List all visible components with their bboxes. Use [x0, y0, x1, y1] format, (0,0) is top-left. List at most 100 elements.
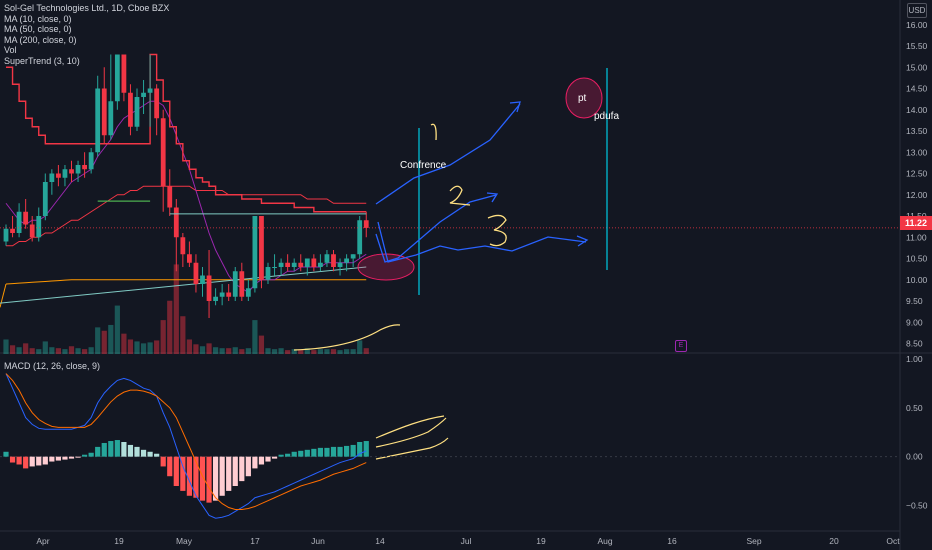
time-tick-label: 17	[250, 536, 260, 546]
legend-ma200[interactable]: MA (200, close, 0)	[4, 34, 77, 45]
macd-histogram-bar	[357, 442, 363, 457]
earnings-badge[interactable]: E	[675, 340, 687, 352]
macd-histogram-bar	[75, 456, 81, 458]
volume-bar	[219, 348, 225, 354]
candle-body	[10, 228, 15, 233]
volume-bar	[140, 343, 147, 354]
macd-histogram-bar	[62, 456, 68, 460]
volume-bar	[121, 333, 127, 354]
candle-body	[285, 262, 291, 267]
drawing-volume-curve	[293, 324, 401, 351]
candle-body	[23, 211, 29, 225]
macd-histogram-bar	[193, 456, 199, 498]
candle-body	[200, 275, 205, 284]
candle-body	[114, 54, 120, 102]
supertrend-line	[6, 53, 367, 213]
time-tick-label: Apr	[36, 536, 49, 546]
volume-bar	[173, 264, 179, 354]
legend-vol[interactable]: Vol	[4, 45, 17, 56]
candle-body	[62, 169, 68, 178]
time-tick-label: Oct	[886, 536, 900, 546]
drawing-macd-curve-2	[375, 417, 447, 448]
candle-body	[134, 97, 140, 127]
price-tick-label: 15.50	[906, 41, 928, 51]
volume-bar	[239, 349, 245, 354]
candle-body	[298, 262, 304, 267]
volume-bar	[298, 350, 304, 354]
macd-tick-label: 0.50	[906, 403, 923, 413]
volume-bar	[363, 348, 369, 354]
legend-title: Sol-Gel Technologies Ltd., 1D, Cboe BZX	[4, 3, 170, 13]
candle-body	[245, 288, 251, 297]
time-tick-label: Jul	[461, 536, 472, 546]
macd-histogram-bar	[3, 451, 9, 457]
volume-bar	[278, 348, 284, 354]
drawing-path-1	[375, 103, 521, 205]
macd-histogram-bar	[127, 444, 134, 457]
drawing-path-3	[377, 221, 587, 263]
candle-body	[160, 118, 166, 187]
candle-body	[56, 173, 61, 178]
currency-badge[interactable]: USD	[907, 3, 927, 18]
volume-bar	[186, 339, 192, 354]
volume-bar	[350, 349, 356, 354]
time-tick-label: 20	[829, 536, 839, 546]
ma200-line	[5, 279, 367, 285]
macd-histogram-bar	[350, 444, 356, 457]
volume-bar	[245, 348, 251, 354]
volume-bar	[3, 339, 9, 354]
macd-histogram-bar	[36, 456, 42, 466]
legend-supertrend[interactable]: SuperTrend (3, 10)	[4, 55, 80, 66]
price-tick-label: 14.50	[906, 84, 928, 94]
volume-bar	[317, 349, 323, 354]
macd-histogram-bar	[49, 456, 55, 462]
candle-body	[42, 182, 48, 216]
drawing-macd-curve-1	[375, 415, 445, 439]
volume-bar	[304, 348, 310, 354]
macd-histogram-bar	[55, 456, 61, 461]
volume-bar	[23, 343, 29, 354]
volume-bar	[42, 341, 48, 354]
candle-body	[154, 88, 160, 119]
candle-body	[147, 88, 153, 93]
candle-body	[331, 254, 336, 267]
price-tick-label: 9.50	[906, 296, 923, 306]
macd-tick-label: 1.00	[906, 354, 923, 364]
legend-ma50[interactable]: MA (50, close, 0)	[4, 24, 72, 35]
candle-body	[180, 237, 186, 255]
volume-bar	[75, 348, 81, 354]
macd-histogram-bar	[160, 456, 166, 467]
volume-bar	[29, 348, 35, 354]
macd-line	[5, 373, 367, 519]
candle-body	[278, 262, 284, 267]
candle-body	[363, 220, 369, 228]
macd-histogram-bar	[232, 456, 238, 486]
drawing-label-pdufa: pdufa	[594, 111, 619, 122]
candle-body	[16, 211, 22, 233]
candle-body	[101, 88, 107, 136]
price-tick-label: 11.00	[906, 232, 927, 242]
candle-body	[324, 254, 330, 263]
volume-bar	[127, 339, 134, 354]
volume-bar	[258, 335, 265, 354]
macd-histogram-bar	[29, 456, 35, 467]
drawing-path-2	[375, 194, 497, 263]
volume-bar	[206, 343, 212, 354]
price-tick-label: 10.50	[906, 254, 928, 264]
volume-bar	[55, 348, 61, 354]
volume-bar	[88, 347, 94, 354]
legend-macd[interactable]: MACD (12, 26, close, 9)	[4, 361, 101, 371]
volume-bar	[344, 349, 350, 354]
legend-ma10[interactable]: MA (10, close, 0)	[4, 13, 72, 24]
macd-histogram-bar	[88, 452, 94, 457]
macd-histogram-bar	[101, 442, 107, 457]
trendline-support	[0, 266, 367, 304]
volume-bar	[213, 347, 219, 354]
time-tick-label: 16	[667, 536, 677, 546]
volume-bar	[285, 350, 291, 354]
candle-body	[36, 216, 42, 238]
candle-body	[3, 228, 9, 242]
candle-body	[272, 267, 277, 268]
price-tick-label: 16.00	[906, 20, 928, 30]
